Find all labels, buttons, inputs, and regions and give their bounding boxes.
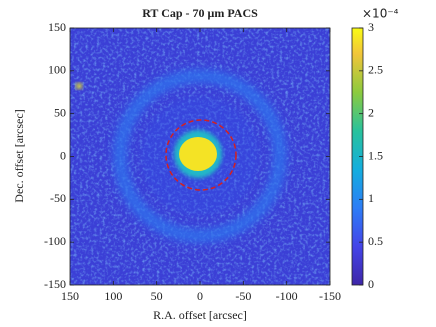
y-axis-label: Dec. offset [arcsec] (12, 109, 26, 202)
y-tick-label: -100 (44, 234, 66, 248)
colorbar-tick-label: 1.5 (368, 148, 383, 162)
colorbar-multiplier: ×10⁻⁴ (362, 7, 399, 21)
colorbar-tick-label: 0.5 (368, 234, 383, 248)
y-tick-label: 0 (60, 148, 66, 162)
x-tick-label: -150 (319, 289, 341, 303)
y-tick-label: -150 (44, 277, 66, 291)
y-tick-label: 100 (48, 63, 66, 77)
x-tick-label: -100 (276, 289, 298, 303)
colorbar-tick-label: 2.5 (368, 63, 383, 77)
x-tick-label: 50 (151, 289, 163, 303)
x-tick-label: -50 (235, 289, 251, 303)
x-tick-label: 150 (61, 289, 79, 303)
colorbar-tick-label: 1 (368, 191, 374, 205)
x-tick-label: 100 (104, 289, 122, 303)
y-tick-label: 150 (48, 20, 66, 34)
colorbar-tick-label: 2 (368, 105, 374, 119)
colorbar-tick-label: 0 (368, 277, 374, 291)
x-tick-label: 0 (197, 289, 203, 303)
x-axis-label: R.A. offset [arcsec] (153, 308, 247, 322)
chart-title: RT Cap - 70 μm PACS (142, 6, 258, 20)
heatmap (70, 28, 330, 285)
y-tick-label: -50 (50, 191, 66, 205)
colorbar-tick-label: 3 (368, 20, 374, 34)
y-tick-label: 50 (54, 105, 66, 119)
